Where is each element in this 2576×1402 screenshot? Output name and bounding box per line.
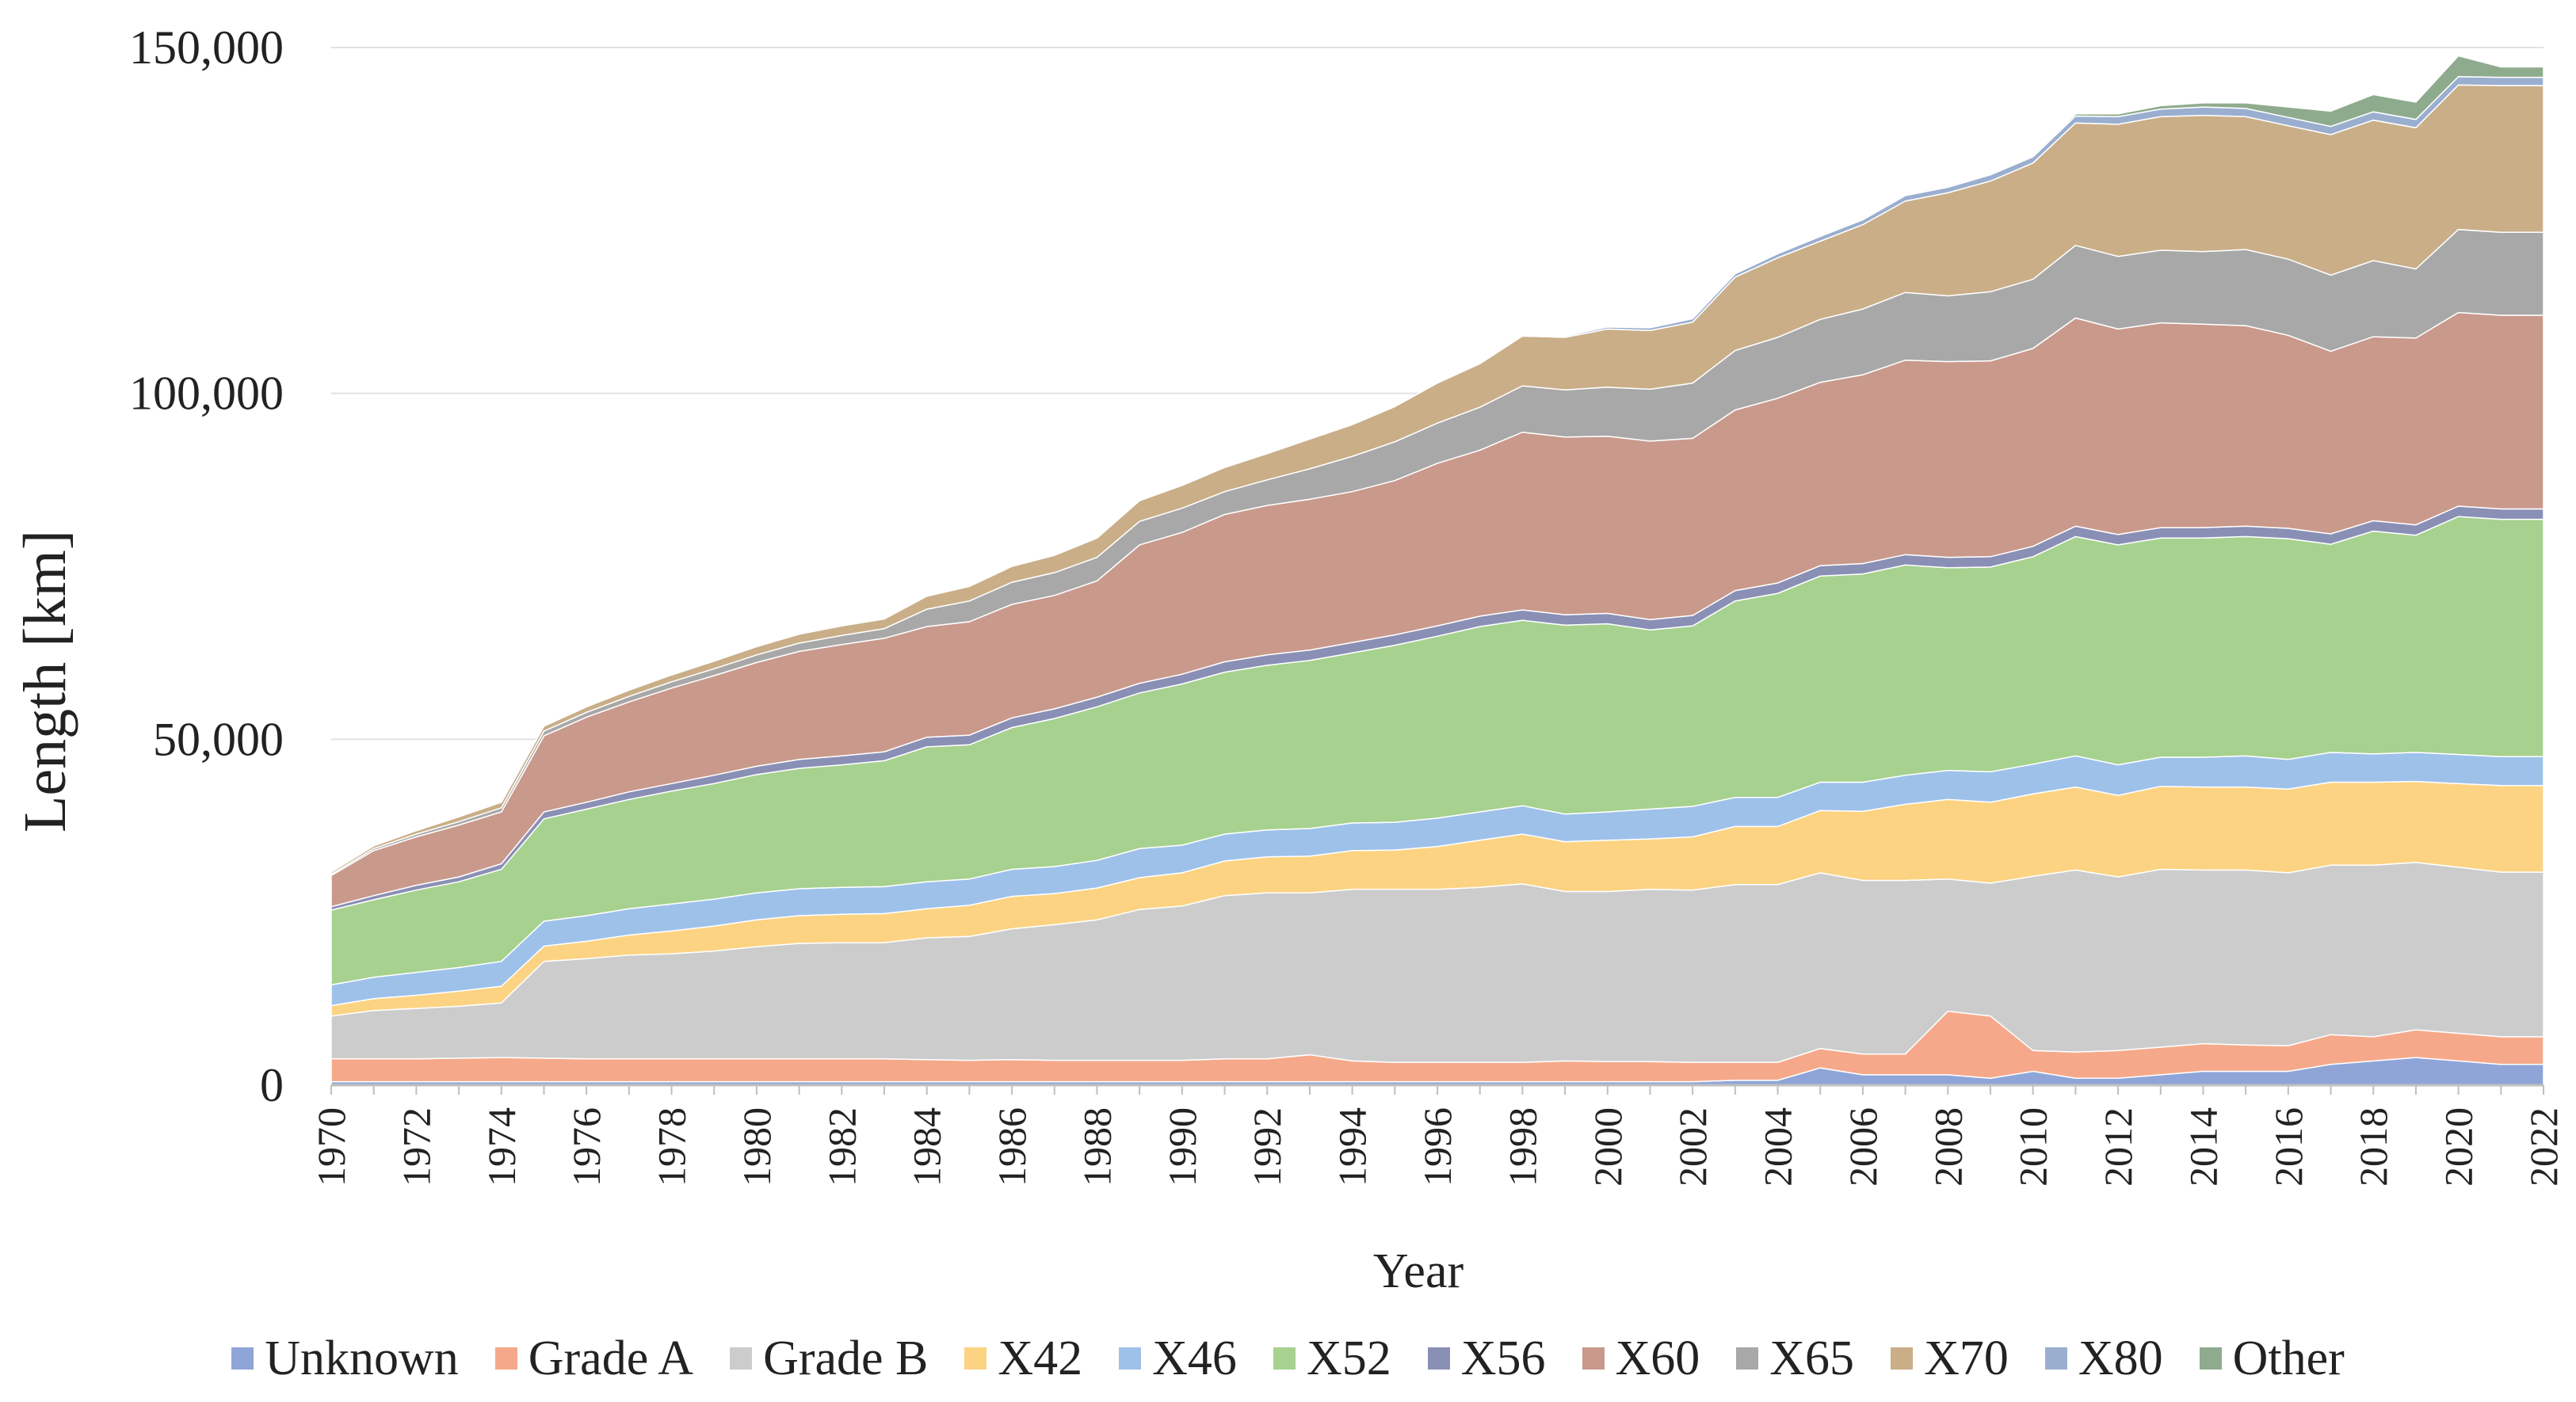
x-tick-label: 1970 <box>309 1107 353 1187</box>
legend-swatch <box>2199 1347 2222 1370</box>
legend-swatch <box>730 1347 753 1370</box>
chart-legend: Unknown Grade A Grade B X42 X46 X52 X56 X60 X65 X… <box>0 1315 2576 1402</box>
x-tick-label: 2008 <box>1925 1107 1970 1187</box>
x-tick-label: 1986 <box>990 1107 1034 1187</box>
legend-item-grade-a: Grade A <box>494 1331 694 1387</box>
y-tick-label: 150,000 <box>129 21 284 74</box>
x-tick-label: 2004 <box>1756 1107 1800 1187</box>
x-tick-label: 2018 <box>2351 1107 2395 1187</box>
x-axis-ticks: 1970 1972 1974 1976 1978 1980 1982 1984 1986 1988… <box>309 1107 2566 1187</box>
x-tick-label: 1992 <box>1245 1107 1289 1187</box>
x-tick-label: 2022 <box>2521 1107 2566 1187</box>
legend-item-x80: X80 <box>2044 1331 2163 1387</box>
legend-label: X46 <box>1152 1331 1237 1385</box>
x-tick-label: 2014 <box>2181 1107 2225 1187</box>
legend-label: Grade A <box>528 1331 694 1385</box>
legend-item-grade-b: Grade B <box>730 1331 928 1387</box>
x-tick-label: 1994 <box>1330 1107 1375 1187</box>
legend-swatch <box>1736 1347 1759 1370</box>
legend-item-x52: X52 <box>1273 1331 1391 1387</box>
x-tick-label: 1996 <box>1415 1107 1460 1187</box>
legend-swatch <box>1119 1347 1142 1370</box>
x-tick-label: 2006 <box>1841 1107 1885 1187</box>
legend-label: Unknown <box>265 1331 459 1385</box>
legend-label: X56 <box>1460 1331 1546 1385</box>
legend-item-x65: X65 <box>1736 1331 1854 1387</box>
legend-item-x60: X60 <box>1582 1331 1700 1387</box>
legend-label: X60 <box>1615 1331 1700 1385</box>
x-tick-label: 1976 <box>564 1107 609 1187</box>
x-axis <box>330 1084 2544 1095</box>
x-tick-label: 2010 <box>2011 1107 2055 1187</box>
legend-swatch <box>2044 1347 2067 1370</box>
legend-item-x46: X46 <box>1119 1331 1237 1387</box>
x-tick-label: 1978 <box>650 1107 694 1187</box>
legend-label: X80 <box>2078 1331 2163 1385</box>
legend-label: X70 <box>1924 1331 2009 1385</box>
legend-item-x42: X42 <box>964 1331 1082 1387</box>
legend-label: X65 <box>1769 1331 1855 1385</box>
legend-label: X42 <box>998 1331 1083 1385</box>
legend-item-x56: X56 <box>1427 1331 1546 1387</box>
legend-swatch <box>231 1347 254 1370</box>
legend-swatch <box>1891 1347 1914 1370</box>
x-tick-label: 1998 <box>1500 1107 1544 1187</box>
area-other <box>330 55 2544 873</box>
legend-swatch <box>964 1347 987 1370</box>
y-tick-label: 50,000 <box>153 713 284 765</box>
legend-item-x70: X70 <box>1891 1331 2009 1387</box>
legend-swatch <box>1582 1347 1605 1370</box>
legend-item-other: Other <box>2199 1331 2345 1387</box>
x-tick-label: 1988 <box>1074 1107 1119 1187</box>
y-tick-label: 100,000 <box>129 368 284 420</box>
x-axis-label: Year <box>1373 1244 1464 1298</box>
y-axis-label: Length [km] <box>12 530 78 832</box>
y-tick-label: 0 <box>260 1059 284 1111</box>
area-series-group <box>330 55 2544 1086</box>
x-tick-label: 2020 <box>2437 1107 2481 1187</box>
x-tick-label: 2002 <box>1670 1107 1715 1187</box>
legend-label: X52 <box>1306 1331 1391 1385</box>
x-tick-label: 2012 <box>2096 1107 2140 1187</box>
y-axis-ticks: 0 50,000 100,000 150,000 <box>129 21 284 1111</box>
x-tick-label: 1982 <box>819 1107 864 1187</box>
x-tick-label: 1990 <box>1160 1107 1204 1187</box>
x-tick-label: 1974 <box>479 1107 524 1187</box>
legend-swatch <box>1273 1347 1296 1370</box>
x-tick-label: 2016 <box>2266 1107 2311 1187</box>
legend-swatch <box>494 1347 517 1370</box>
x-tick-label: 2000 <box>1586 1107 1630 1187</box>
x-tick-label: 1972 <box>394 1107 438 1187</box>
legend-label: Other <box>2232 1331 2345 1385</box>
x-tick-label: 1980 <box>735 1107 779 1187</box>
legend-label: Grade B <box>763 1331 929 1385</box>
x-tick-label: 1984 <box>905 1107 949 1187</box>
legend-item-unknown: Unknown <box>231 1331 459 1387</box>
legend-swatch <box>1427 1347 1450 1370</box>
